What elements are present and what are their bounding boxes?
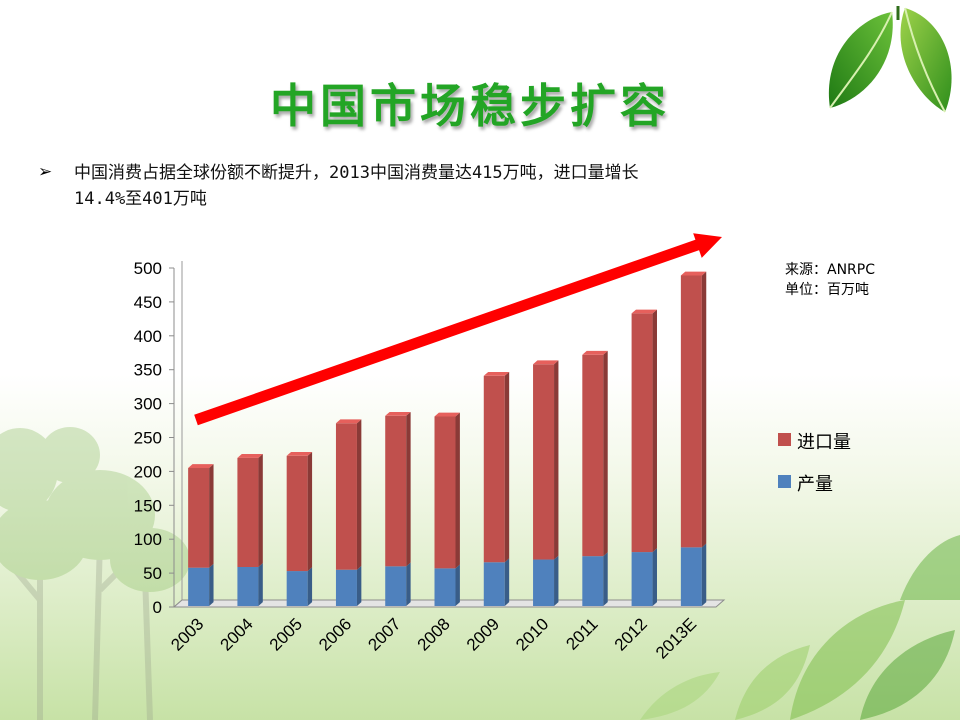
- bar-import-side: [455, 412, 460, 569]
- x-tick-label: 2009: [463, 614, 503, 654]
- bar-production: [533, 559, 555, 606]
- bar-import: [582, 354, 604, 557]
- bar-import-side: [307, 451, 313, 572]
- bullet-text-line-1: 中国消费占据全球份额不断提升，2013中国消费量达415万吨，进口量增长: [74, 163, 639, 183]
- bottom-right-leaves-illustration: [640, 535, 960, 720]
- bar-production: [434, 568, 456, 606]
- bullet-text: 中国消费占据全球份额不断提升，2013中国消费量达415万吨，进口量增长 14.…: [74, 160, 898, 212]
- bar-production-side: [554, 555, 559, 606]
- bar-import: [385, 415, 407, 567]
- x-tick-label: 2010: [512, 614, 552, 654]
- bar-import-side: [554, 360, 559, 560]
- bar-production: [582, 556, 604, 606]
- y-tick-label: 200: [134, 462, 162, 481]
- slide-title: 中国市场稳步扩容: [270, 79, 670, 133]
- bar-production: [483, 562, 505, 606]
- bar-import: [286, 455, 308, 572]
- bar-import: [483, 375, 505, 563]
- bar-production-side: [209, 563, 214, 606]
- bar-import-top: [385, 411, 411, 416]
- x-tick-label: 2004: [217, 614, 257, 654]
- x-tick-label: 2011: [562, 614, 601, 653]
- x-tick-label: 2005: [266, 614, 306, 654]
- source-line: 来源：ANRPC: [785, 262, 875, 278]
- bullet-text-line-2: 14.4%至401万吨: [74, 189, 207, 209]
- y-tick-label: 100: [134, 530, 162, 549]
- y-tick-label: 350: [134, 361, 162, 380]
- x-tick-label: 2012: [611, 614, 651, 654]
- bar-production-side: [701, 543, 707, 606]
- bar-production-side: [356, 565, 362, 606]
- bar-production-side: [455, 564, 460, 606]
- bar-import-top: [680, 271, 707, 276]
- bar-import: [237, 457, 259, 567]
- bar-import: [533, 364, 555, 560]
- bar-production: [680, 547, 702, 606]
- x-tick-label: 2006: [315, 614, 355, 654]
- y-tick-label: 300: [134, 395, 162, 414]
- x-tick-label: 2007: [364, 614, 404, 654]
- legend-label-production: 产量: [797, 474, 833, 495]
- source-note: 来源：ANRPC 单位：百万吨: [785, 260, 875, 300]
- leaf-icon: [828, 6, 952, 113]
- y-tick-label: 400: [134, 327, 162, 346]
- bar-import-side: [504, 371, 510, 563]
- bar-import-side: [406, 411, 411, 567]
- bar-import-side: [356, 419, 362, 570]
- bar-import-top: [335, 419, 362, 424]
- x-tick-label: 2003: [167, 614, 207, 654]
- x-tick-label: 2013E: [652, 614, 700, 662]
- bar-production: [237, 566, 259, 606]
- y-tick-label: 250: [134, 429, 162, 448]
- bar-import-side: [652, 309, 657, 553]
- bar-import: [631, 313, 653, 553]
- trend-arrow-line: [194, 238, 702, 426]
- bar-production-side: [307, 567, 313, 606]
- bar-import-side: [603, 350, 608, 557]
- bar-import: [434, 416, 456, 569]
- bar-import-top: [237, 453, 263, 458]
- back-wall-line: [173, 261, 183, 608]
- bar-production-side: [258, 563, 263, 606]
- bar-production-side: [652, 548, 657, 606]
- bar-import-top: [434, 412, 460, 417]
- bar-production: [631, 552, 653, 606]
- bar-import-side: [701, 271, 707, 548]
- legend-swatch-import: [778, 433, 791, 446]
- bar-import-top: [483, 371, 510, 376]
- bar-import-side: [258, 453, 263, 567]
- bar-import-top: [631, 309, 657, 314]
- bullet-arrow-icon: ➢: [38, 162, 53, 182]
- y-tick-label: 150: [134, 496, 162, 515]
- bar-import-top: [286, 451, 313, 456]
- trend-arrow-icon: [693, 233, 722, 258]
- y-tick-label: 50: [143, 564, 162, 583]
- bar-production-side: [603, 552, 608, 606]
- bar-import: [188, 468, 210, 568]
- bullet-point: ➢ 中国消费占据全球份额不断提升，2013中国消费量达415万吨，进口量增长 1…: [38, 160, 898, 212]
- bar-production: [188, 567, 210, 606]
- bar-production: [286, 571, 308, 606]
- bar-production-side: [504, 558, 510, 606]
- bar-import-side: [209, 464, 214, 568]
- bar-import-top: [188, 464, 214, 469]
- bar-import: [680, 275, 702, 548]
- bar-import-top: [582, 350, 608, 355]
- legend-swatch-production: [778, 475, 791, 488]
- bar-import-top: [533, 360, 559, 365]
- y-tick-label: 0: [153, 598, 162, 617]
- y-tick-label: 500: [134, 259, 162, 278]
- bar-production: [335, 569, 357, 606]
- left-trees-illustration: [0, 427, 190, 720]
- unit-line: 单位：百万吨: [785, 282, 869, 298]
- bar-import: [335, 423, 357, 570]
- y-tick-label: 450: [134, 293, 162, 312]
- x-tick-label: 2008: [414, 614, 454, 654]
- bar-production-side: [406, 562, 411, 606]
- legend-label-import: 进口量: [797, 432, 851, 453]
- bar-production: [385, 566, 407, 606]
